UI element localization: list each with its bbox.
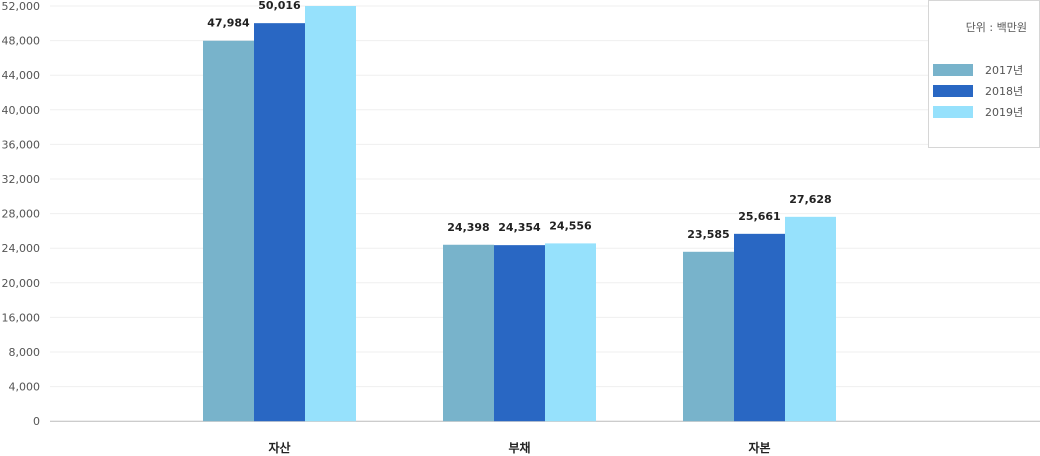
legend: 단위 : 백만원 2017년 2018년 2019년 <box>928 0 1040 148</box>
bar <box>305 6 356 422</box>
y-tick-label: 44,000 <box>2 69 41 82</box>
legend-swatch <box>933 64 973 76</box>
y-tick-label: 24,000 <box>2 242 41 255</box>
y-tick-label: 40,000 <box>2 104 41 117</box>
bar <box>683 251 734 422</box>
y-tick-label: 28,000 <box>2 208 41 221</box>
data-label: 24,354 <box>498 221 541 234</box>
y-tick-label: 36,000 <box>2 138 41 151</box>
y-tick-label: 48,000 <box>2 35 41 48</box>
y-tick-label: 8,000 <box>9 346 41 359</box>
category-label: 자본 <box>748 440 770 455</box>
data-label: 24,556 <box>549 219 592 232</box>
legend-label: 2017년 <box>985 64 1024 77</box>
unit-label: 단위 : 백만원 <box>965 21 1027 34</box>
data-labels: 47,98450,01652,18524,39824,35424,55623,5… <box>207 0 831 241</box>
bar <box>545 243 596 422</box>
legend-swatch <box>933 85 973 97</box>
bar <box>203 40 254 422</box>
data-label: 27,628 <box>789 193 831 206</box>
category-label: 부채 <box>508 440 530 455</box>
x-axis: 자산 부채 자본 <box>268 440 770 455</box>
y-tick-label: 4,000 <box>9 381 41 394</box>
data-label: 47,984 <box>207 17 250 30</box>
bar <box>734 233 785 422</box>
category-label: 자산 <box>268 440 290 455</box>
bars <box>203 6 836 422</box>
y-axis: 0 4,000 8,000 16,000 20,000 24,000 28,000 32,00… <box>2 0 41 428</box>
bar <box>443 244 494 422</box>
legend-label: 2019년 <box>985 106 1024 119</box>
legend-label: 2018년 <box>985 85 1024 98</box>
data-label: 25,661 <box>738 210 780 223</box>
data-label: 50,016 <box>258 0 301 12</box>
y-tick-label: 52,000 <box>2 0 41 13</box>
bar <box>254 23 305 422</box>
y-tick-label: 20,000 <box>2 277 41 290</box>
data-label: 23,585 <box>687 228 729 241</box>
bar <box>785 216 836 422</box>
y-tick-label: 0 <box>33 415 40 428</box>
y-tick-label: 16,000 <box>2 311 41 324</box>
bar <box>494 245 545 422</box>
data-label: 24,398 <box>447 221 489 234</box>
y-tick-label: 32,000 <box>2 173 41 186</box>
legend-swatch <box>933 106 973 118</box>
